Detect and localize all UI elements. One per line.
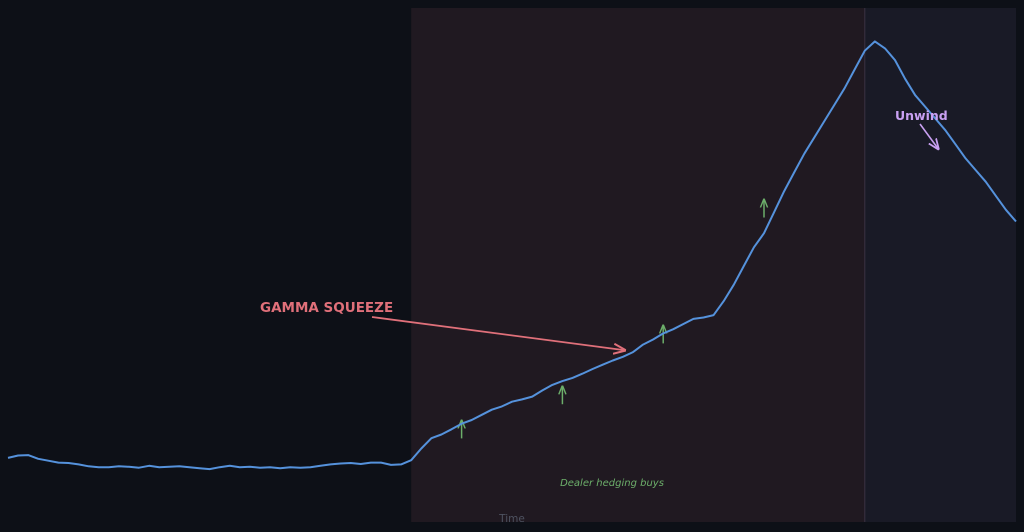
unwind-annotation-label: Unwind: [895, 108, 948, 123]
squeeze-annotation-label: GAMMA SQUEEZE: [260, 300, 393, 316]
x-axis-label: Time: [498, 513, 525, 525]
regions-layer: [411, 8, 1016, 522]
squeeze-annotation-arrow: [371, 316, 625, 350]
unwind-annotation-arrow: [919, 123, 938, 149]
price-line: [7, 40, 1017, 471]
unwind-region: [864, 8, 1016, 522]
hedging-annotation-label: Dealer hedging buys: [560, 478, 664, 489]
squeeze-region: [411, 8, 865, 522]
